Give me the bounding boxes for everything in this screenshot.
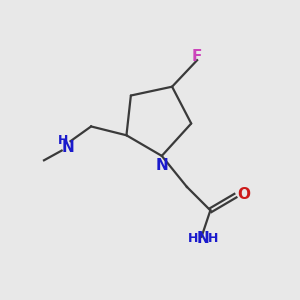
- Text: H: H: [208, 232, 218, 245]
- Text: H: H: [188, 232, 198, 245]
- Text: H: H: [58, 134, 68, 147]
- Text: N: N: [62, 140, 75, 154]
- Text: O: O: [237, 187, 250, 202]
- Text: N: N: [196, 231, 209, 246]
- Text: F: F: [192, 49, 202, 64]
- Text: N: N: [155, 158, 168, 173]
